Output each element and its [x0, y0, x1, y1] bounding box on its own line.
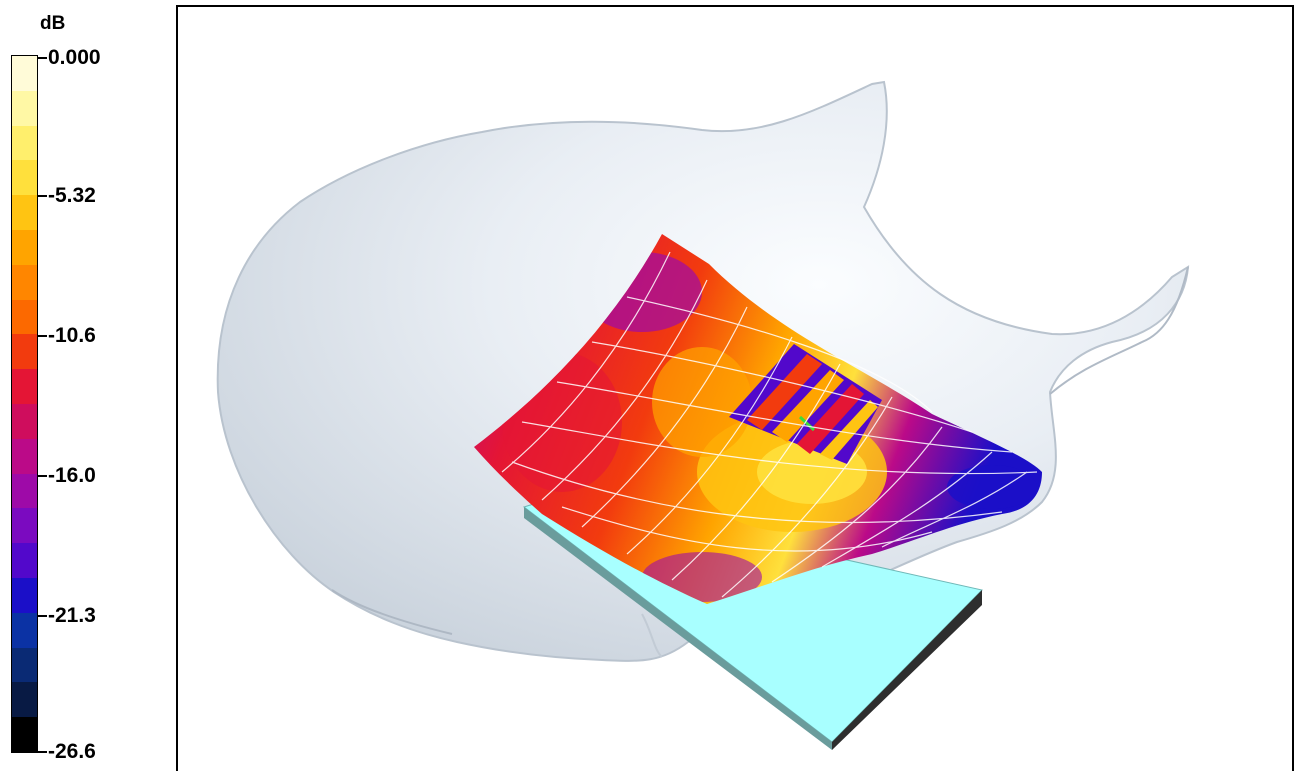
colorbar-tick-4: -21.3: [38, 604, 96, 628]
color-swatch-13: [12, 508, 37, 544]
color-swatch-1: [12, 90, 37, 126]
colorbar-unit-label: dB: [40, 13, 66, 34]
color-swatch-5: [12, 229, 37, 265]
colorbar-tick-1: -5.32: [38, 184, 96, 208]
colorbar-tick-2: -10.6: [38, 324, 96, 348]
color-swatch-8: [12, 334, 37, 370]
color-swatch-9: [12, 369, 37, 404]
color-swatch-15: [12, 577, 37, 613]
color-swatch-7: [12, 299, 37, 335]
colorbar-tick-3: -16.0: [38, 464, 96, 488]
color-swatch-17: [12, 647, 37, 683]
color-swatch-3: [12, 160, 37, 196]
color-swatch-2: [12, 125, 37, 161]
field-surface: [474, 234, 1042, 604]
color-swatch-14: [12, 543, 37, 578]
color-swatch-11: [12, 438, 37, 474]
color-swatch-16: [12, 612, 37, 648]
color-scale-bar: [11, 55, 38, 753]
color-swatch-0: [12, 56, 37, 91]
colorbar-tick-0: 0.000: [38, 46, 101, 70]
color-swatch-4: [12, 195, 37, 230]
color-swatch-18: [12, 682, 37, 718]
color-swatch-12: [12, 473, 37, 509]
colorbar-legend: dB 0.000 -5.32 -10.6 -16.0 -21.3 -26.6: [0, 0, 175, 771]
color-swatch-6: [12, 264, 37, 300]
colorbar-tick-5: -26.6: [38, 740, 96, 764]
3d-scene[interactable]: [178, 7, 1292, 771]
color-swatch-10: [12, 403, 37, 439]
3d-viewport[interactable]: [176, 5, 1294, 771]
color-swatch-19: [12, 717, 37, 752]
